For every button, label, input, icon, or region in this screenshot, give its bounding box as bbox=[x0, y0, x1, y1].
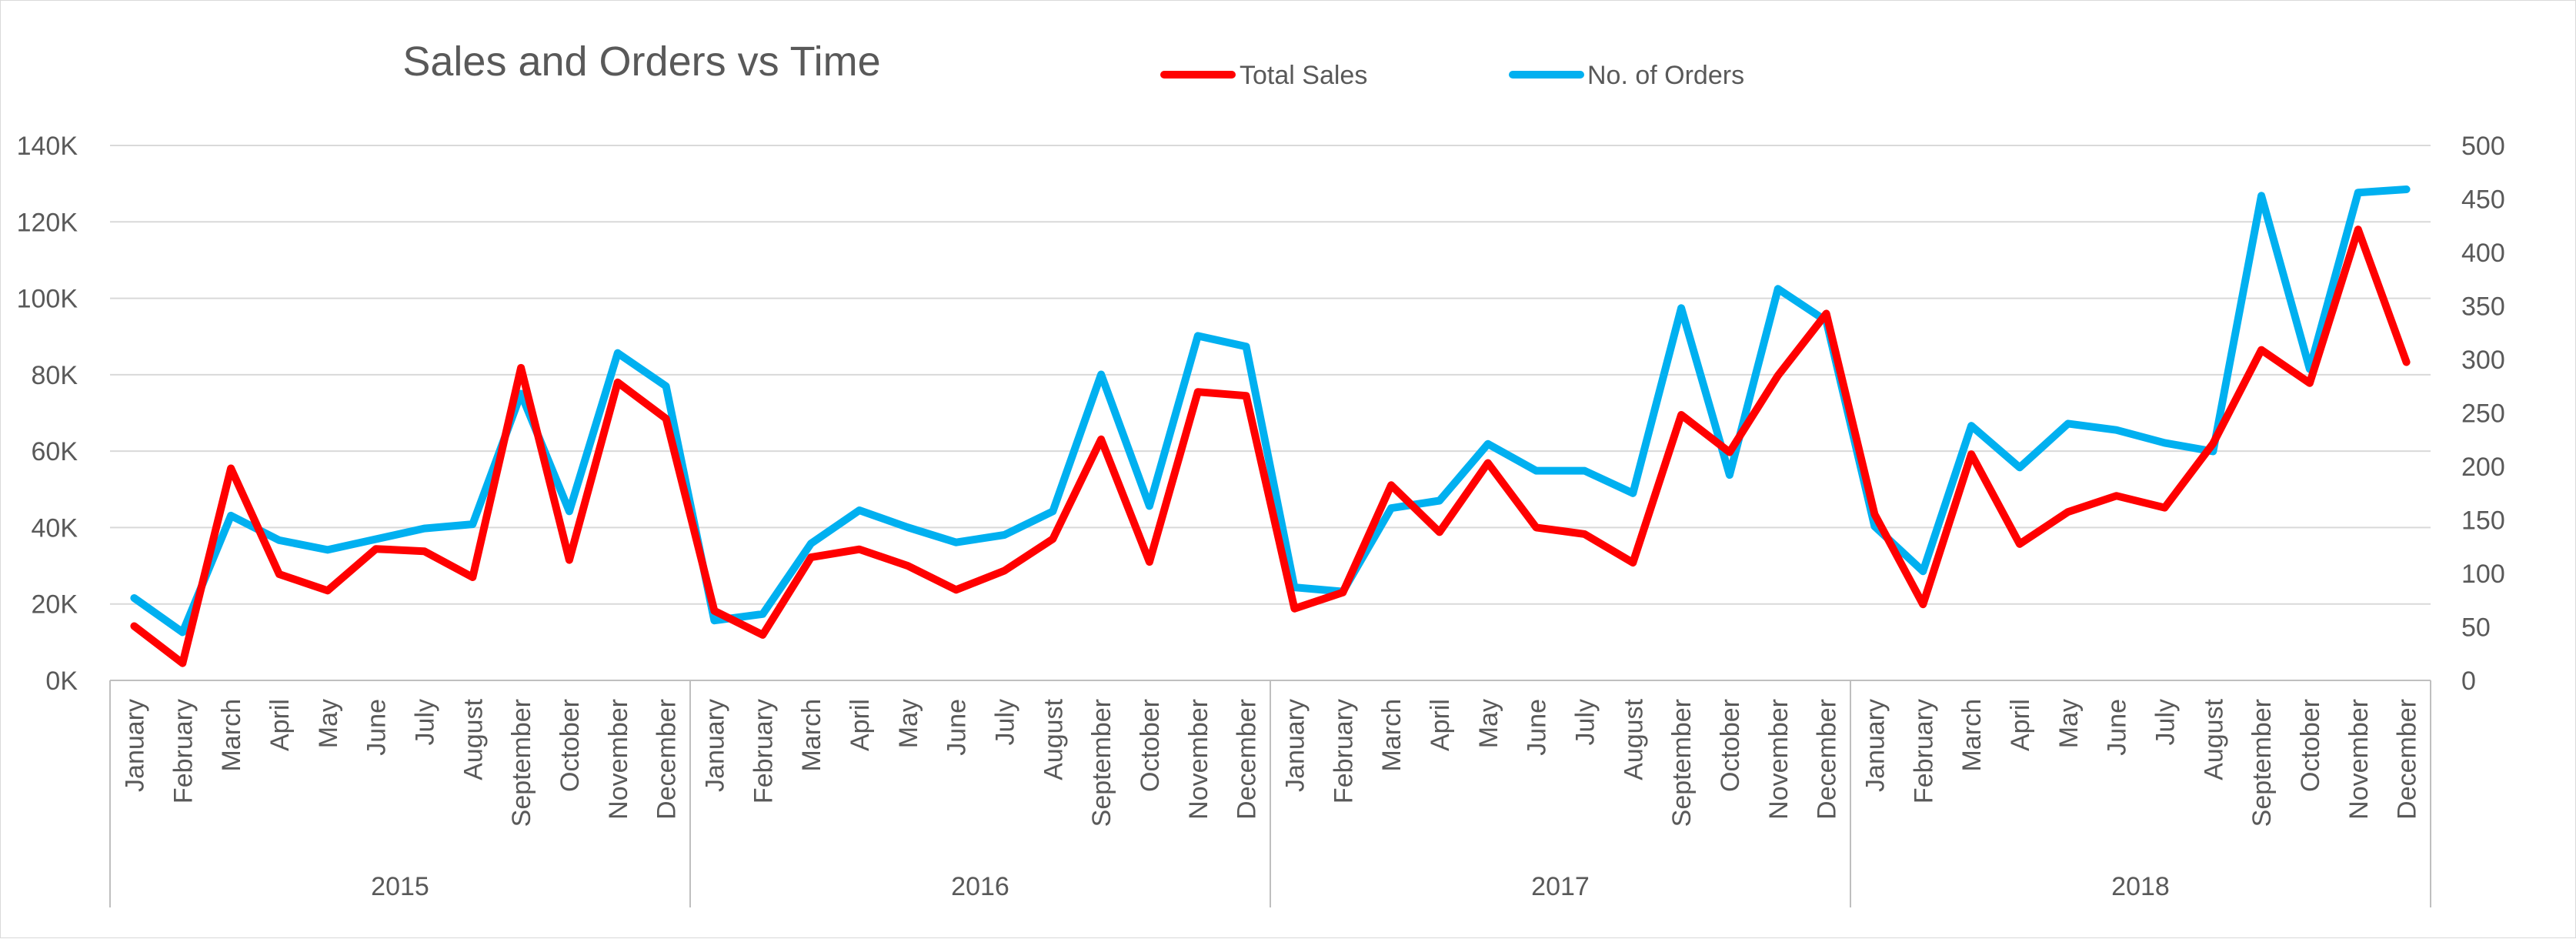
x-tick-label: September bbox=[507, 699, 536, 827]
left-tick-label: 80K bbox=[32, 361, 78, 390]
x-tick-label: July bbox=[1570, 699, 1600, 745]
x-tick-label: August bbox=[1039, 698, 1068, 780]
x-tick-label: February bbox=[749, 699, 778, 804]
x-tick-label: May bbox=[2054, 699, 2084, 748]
x-tick-label: October bbox=[1136, 699, 1165, 792]
left-tick-label: 60K bbox=[32, 437, 78, 466]
x-tick-label: March bbox=[217, 699, 246, 771]
x-tick-label: April bbox=[265, 699, 295, 751]
x-tick-label: January bbox=[1280, 699, 1310, 792]
chart-title: Sales and Orders vs Time bbox=[402, 38, 880, 85]
x-tick-label: June bbox=[1523, 699, 1552, 756]
legend-label-total-sales: Total Sales bbox=[1240, 61, 1367, 90]
x-tick-label: December bbox=[652, 699, 682, 820]
x-tick-label: March bbox=[1957, 699, 1987, 771]
x-tick-label: January bbox=[1860, 699, 1890, 792]
left-tick-label: 140K bbox=[17, 132, 78, 161]
right-y-axis: 0 50 100 150 200 250 300 350 400 450 500 bbox=[2461, 132, 2505, 696]
x-tick-label: August bbox=[1619, 698, 1648, 780]
x-tick-label: August bbox=[459, 698, 488, 780]
x-tick-label: November bbox=[1184, 699, 1213, 820]
x-tick-label: September bbox=[2247, 699, 2277, 827]
right-tick-label: 450 bbox=[2461, 185, 2505, 215]
x-tick-label: April bbox=[846, 699, 875, 751]
x-tick-label: April bbox=[1426, 699, 1455, 751]
gridlines bbox=[110, 145, 2431, 681]
x-tick-label: July bbox=[2151, 699, 2180, 745]
x-tick-label: June bbox=[2103, 699, 2132, 756]
x-tick-label: February bbox=[169, 699, 198, 804]
right-tick-label: 250 bbox=[2461, 399, 2505, 429]
x-tick-label: December bbox=[1233, 699, 1262, 820]
left-tick-label: 0K bbox=[45, 667, 78, 696]
x-tick-label: February bbox=[1909, 699, 1938, 804]
x-tick-label: October bbox=[1716, 699, 1745, 792]
left-y-axis: 0K 20K 40K 60K 80K 100K 120K 140K bbox=[17, 132, 78, 696]
x-tick-label: September bbox=[1667, 699, 1697, 827]
legend-item-total-sales: Total Sales bbox=[1160, 61, 1367, 90]
right-tick-label: 200 bbox=[2461, 453, 2505, 482]
legend-label-no-of-orders: No. of Orders bbox=[1587, 61, 1744, 90]
year-label: 2017 bbox=[1531, 872, 1590, 901]
right-tick-label: 150 bbox=[2461, 506, 2505, 536]
x-tick-label: December bbox=[1813, 699, 1842, 820]
year-label: 2016 bbox=[951, 872, 1009, 901]
x-tick-label: September bbox=[1087, 699, 1116, 827]
x-tick-label: February bbox=[1329, 699, 1358, 804]
x-tick-label: January bbox=[120, 699, 149, 792]
x-tick-label: May bbox=[894, 699, 923, 748]
x-tick-label: July bbox=[410, 699, 439, 745]
year-label: 2018 bbox=[2111, 872, 2170, 901]
left-tick-label: 100K bbox=[17, 285, 78, 314]
x-tick-label: March bbox=[1377, 699, 1406, 771]
series-lines bbox=[130, 185, 2411, 667]
right-tick-label: 0 bbox=[2461, 667, 2476, 696]
x-tick-label: November bbox=[2344, 699, 2374, 820]
x-tick-label: January bbox=[700, 699, 729, 792]
x-tick-label: July bbox=[990, 699, 1019, 745]
right-tick-label: 100 bbox=[2461, 560, 2505, 589]
x-tick-label: October bbox=[2296, 699, 2325, 792]
series-line-total-sales bbox=[130, 226, 2411, 667]
right-tick-label: 500 bbox=[2461, 132, 2505, 161]
right-tick-label: 350 bbox=[2461, 292, 2505, 322]
legend-item-no-of-orders: No. of Orders bbox=[1509, 61, 1744, 90]
legend: Total Sales No. of Orders bbox=[1160, 61, 1744, 90]
x-tick-label: December bbox=[2393, 699, 2422, 820]
year-label: 2015 bbox=[371, 872, 429, 901]
x-tick-label: August bbox=[2199, 698, 2228, 780]
right-tick-label: 300 bbox=[2461, 346, 2505, 375]
left-tick-label: 40K bbox=[32, 513, 78, 543]
x-tick-label: March bbox=[797, 699, 826, 771]
right-tick-label: 400 bbox=[2461, 239, 2505, 268]
x-tick-label: June bbox=[943, 699, 972, 756]
x-axis: January February March April May June July Augu… bbox=[109, 680, 2431, 907]
x-tick-label: June bbox=[362, 699, 392, 756]
x-tick-label: October bbox=[556, 699, 585, 792]
x-tick-label: May bbox=[314, 699, 343, 748]
left-tick-label: 20K bbox=[32, 590, 78, 620]
x-tick-label: November bbox=[1764, 699, 1794, 820]
x-tick-label: November bbox=[604, 699, 633, 820]
right-tick-label: 50 bbox=[2461, 613, 2491, 643]
left-tick-label: 120K bbox=[17, 208, 78, 237]
x-tick-label: April bbox=[2006, 699, 2035, 751]
x-tick-label: May bbox=[1474, 699, 1503, 748]
